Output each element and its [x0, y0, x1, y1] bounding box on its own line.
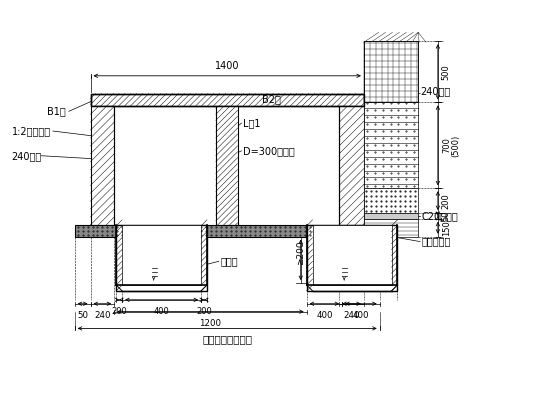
Text: 700: 700 [442, 137, 451, 153]
Text: B1板: B1板 [47, 106, 66, 116]
Bar [364, 219, 418, 236]
Text: 沙卵石垫层: 沙卵石垫层 [421, 236, 450, 247]
Text: 1400: 1400 [215, 61, 240, 71]
Text: 400: 400 [316, 311, 333, 320]
Bar [91, 106, 114, 225]
Bar [364, 102, 418, 188]
Text: 240: 240 [94, 311, 111, 320]
Bar [91, 94, 364, 106]
Bar [339, 106, 364, 225]
Text: D=300砖圆柱: D=300砖圆柱 [242, 146, 294, 156]
Text: B2板: B2板 [262, 94, 281, 105]
Text: (500): (500) [452, 135, 461, 157]
Text: 240砖墙: 240砖墙 [12, 151, 42, 161]
Text: 200: 200 [111, 307, 127, 316]
Bar [91, 94, 364, 106]
Text: 240砖墙: 240砖墙 [420, 87, 450, 97]
Text: 200: 200 [442, 193, 451, 208]
Text: 150: 150 [442, 220, 451, 236]
Text: L－1: L－1 [242, 118, 260, 128]
Bar [114, 106, 339, 225]
Text: 240: 240 [343, 311, 360, 320]
Bar [364, 188, 418, 213]
Bar [74, 225, 380, 236]
Text: ≥200: ≥200 [296, 241, 305, 265]
Text: 200: 200 [196, 307, 212, 316]
Bar [364, 41, 418, 102]
Text: C20砼底板: C20砼底板 [421, 211, 458, 221]
Text: 1200: 1200 [199, 318, 221, 328]
Text: 500: 500 [442, 64, 451, 80]
Bar [116, 225, 207, 291]
Text: 400: 400 [353, 311, 369, 320]
Text: 集水坑: 集水坑 [221, 256, 239, 266]
Bar [122, 225, 201, 285]
Text: 50: 50 [442, 211, 451, 221]
Text: 50: 50 [77, 311, 88, 320]
Text: 400: 400 [153, 307, 170, 316]
Bar [307, 225, 398, 291]
Text: 1:2水泥沙浆: 1:2水泥沙浆 [12, 126, 51, 136]
Bar [91, 94, 364, 106]
Bar [364, 213, 418, 219]
Bar [312, 225, 391, 285]
Text: 根据实际情况确定: 根据实际情况确定 [202, 334, 252, 344]
Bar [364, 41, 418, 102]
Bar [216, 106, 237, 225]
